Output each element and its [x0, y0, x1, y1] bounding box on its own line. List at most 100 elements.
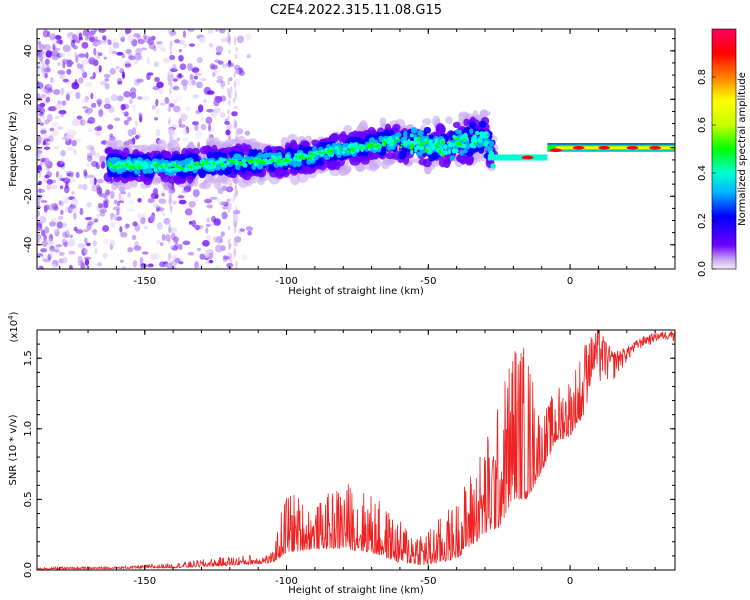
- noise-blob: [146, 72, 151, 81]
- noise-blob: [115, 66, 120, 70]
- noise-blob: [226, 123, 233, 131]
- noise-blob: [172, 266, 177, 269]
- noise-blob: [143, 225, 148, 230]
- noise-streak: [233, 81, 237, 90]
- noise-blob: [37, 65, 41, 69]
- snr-background: [37, 330, 675, 570]
- snr-scale-note: (x104): [7, 311, 20, 342]
- noise-blob: [204, 198, 213, 204]
- noise-blob: [151, 104, 157, 110]
- spectrogram-ridge: [103, 109, 675, 191]
- noise-blob: [239, 228, 245, 232]
- noise-blob: [187, 79, 192, 86]
- noise-blob: [37, 92, 41, 97]
- noise-blob: [104, 77, 110, 82]
- noise-blob: [200, 113, 204, 121]
- noise-blob: [211, 64, 218, 70]
- noise-blob: [98, 65, 102, 73]
- noise-blob: [192, 196, 199, 203]
- ridge-blob: [469, 128, 474, 134]
- noise-blob: [72, 149, 77, 155]
- ridge-blob: [237, 177, 249, 188]
- noise-blob: [37, 82, 44, 90]
- ridge-blob: [121, 165, 124, 168]
- ridge-blob: [417, 130, 422, 136]
- noise-blob: [78, 245, 86, 249]
- noise-blob: [66, 68, 72, 75]
- noise-blob: [96, 262, 103, 267]
- ridge-blob: [192, 165, 199, 170]
- noise-streak: [227, 108, 230, 115]
- noise-blob: [137, 55, 144, 61]
- noise-blob: [163, 202, 168, 206]
- noise-blob: [203, 98, 207, 103]
- noise-blob: [133, 32, 140, 38]
- figure-title: C2E4.2022.315.11.08.G15: [270, 3, 442, 18]
- noise-blob: [121, 111, 128, 115]
- ridge-blob: [168, 168, 173, 173]
- noise-blob: [48, 135, 54, 143]
- ridge-blob: [232, 168, 239, 175]
- noise-blob: [221, 211, 228, 220]
- noise-blob: [178, 54, 184, 62]
- ridge-blob: [143, 165, 147, 170]
- noise-blob: [178, 261, 184, 265]
- ridge-blob: [485, 140, 489, 145]
- noise-blob: [112, 42, 120, 49]
- noise-blob: [68, 129, 77, 137]
- noise-blob: [62, 61, 66, 69]
- noise-blob: [41, 240, 48, 248]
- noise-blob: [100, 80, 107, 86]
- noise-blob: [161, 192, 166, 197]
- band-peak: [549, 148, 562, 153]
- ridge-blob: [485, 145, 492, 151]
- ridge-blob: [449, 155, 456, 161]
- noise-blob: [56, 62, 62, 66]
- ridge-blob: [171, 167, 176, 171]
- noise-streak: [233, 119, 236, 129]
- noise-blob: [192, 93, 199, 99]
- noise-blob: [170, 260, 178, 267]
- noise-blob: [46, 184, 51, 191]
- noise-blob: [205, 116, 213, 125]
- noise-blob: [195, 57, 202, 65]
- noise-blob: [67, 206, 73, 214]
- ridge-blob: [343, 124, 352, 133]
- noise-blob: [93, 29, 98, 33]
- noise-blob: [39, 57, 44, 65]
- noise-blob: [152, 45, 157, 52]
- noise-blob: [200, 123, 207, 131]
- noise-blob: [112, 206, 121, 211]
- ridge-blob: [369, 160, 378, 172]
- noise-blob: [43, 204, 50, 211]
- ridge-blob: [358, 145, 363, 150]
- noise-blob: [222, 63, 227, 69]
- noise-blob: [182, 83, 188, 91]
- noise-blob: [62, 78, 69, 83]
- noise-blob: [210, 126, 215, 132]
- noise-blob: [118, 192, 122, 201]
- noise-blob: [96, 186, 103, 195]
- band-peak: [572, 145, 585, 150]
- noise-blob: [153, 61, 160, 68]
- noise-blob: [71, 82, 80, 90]
- noise-blob: [220, 80, 226, 88]
- noise-blob: [162, 186, 170, 192]
- noise-blob: [127, 192, 131, 198]
- ridge-blob: [426, 141, 429, 145]
- noise-blob: [148, 42, 156, 50]
- noise-blob: [50, 184, 58, 190]
- ridge-blob: [477, 137, 483, 143]
- noise-blob: [91, 184, 98, 192]
- noise-blob: [119, 226, 123, 233]
- noise-blob: [117, 80, 123, 85]
- ridge-blob: [469, 121, 477, 129]
- noise-blob: [194, 124, 199, 132]
- noise-blob: [52, 229, 59, 233]
- noise-blob: [92, 240, 97, 247]
- x-tick-label: -100: [275, 576, 298, 587]
- noise-blob: [59, 158, 65, 165]
- noise-blob: [156, 206, 161, 211]
- noise-blob: [169, 227, 178, 234]
- ridge-blob: [441, 140, 445, 145]
